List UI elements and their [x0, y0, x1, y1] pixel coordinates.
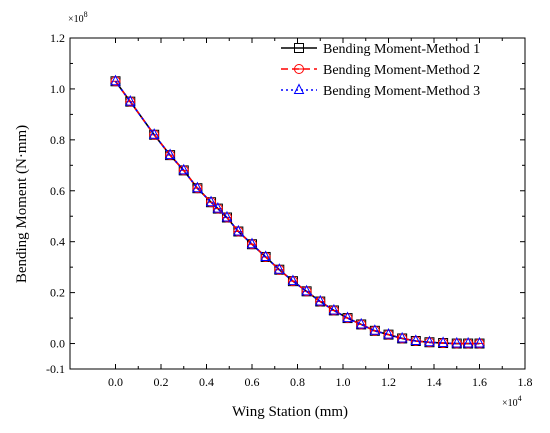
data-point-triangle — [355, 317, 367, 329]
data-point-triangle — [424, 335, 435, 347]
data-point-triangle — [110, 74, 121, 86]
data-point-triangle — [287, 274, 299, 286]
data-point-triangle — [124, 95, 136, 106]
legend-item-1: Bending Moment-Method 1 — [281, 42, 480, 57]
x-tick-label: 1.6 — [472, 375, 487, 389]
y-tick-label: -0.1 — [46, 362, 65, 376]
data-point-triangle — [205, 195, 217, 207]
data-point-triangle — [212, 201, 224, 213]
y-tick-label: 0.0 — [50, 337, 65, 351]
data-point-triangle — [314, 294, 326, 306]
legend-label: Bending Moment-Method 3 — [323, 84, 480, 99]
data-point-triangle — [221, 210, 233, 222]
y-tick-label: 0.8 — [50, 133, 65, 147]
x-multiplier: ×104 — [502, 394, 522, 409]
legend-label: Bending Moment-Method 1 — [323, 42, 480, 57]
data-point-triangle — [233, 224, 244, 236]
series-3 — [110, 74, 485, 348]
data-point-triangle — [273, 263, 285, 274]
data-point-triangle — [178, 163, 190, 175]
x-tick-label: 1.2 — [381, 375, 396, 389]
data-point-triangle — [301, 284, 312, 296]
legend: Bending Moment-Method 1 Bending Moment-Me… — [281, 42, 480, 99]
y-axis-title: Bending Moment (N·mm) — [14, 125, 30, 283]
y-tick-label: 1.2 — [50, 31, 65, 45]
data-point-triangle — [342, 311, 353, 323]
x-tick-label: 1.8 — [518, 375, 533, 389]
series-line — [114, 80, 480, 345]
legend-label: Bending Moment-Method 2 — [323, 63, 480, 78]
data-point-triangle — [246, 237, 258, 249]
series-1 — [110, 76, 485, 349]
x-tick-label: 0.2 — [154, 375, 169, 389]
y-multiplier-exp: 8 — [84, 10, 88, 19]
data-point-triangle — [260, 250, 271, 261]
data-point-triangle — [410, 334, 422, 345]
y-multiplier-base: ×10 — [68, 14, 84, 25]
x-multiplier-exp: 4 — [518, 394, 522, 403]
data-point-square — [294, 43, 304, 53]
series-2 — [110, 76, 485, 349]
series-layer — [110, 74, 485, 349]
series-line — [114, 80, 480, 345]
series-line — [114, 80, 480, 345]
data-point-triangle — [383, 328, 394, 339]
data-point-triangle — [369, 324, 381, 335]
data-point-triangle — [437, 336, 449, 348]
axes-layer: 0.0 0.2 0.4 0.6 0.8 1.0 1.2 1.4 1.6 1.8 -0.1 0.0 0.2… — [46, 31, 533, 389]
data-point-circle — [294, 64, 304, 74]
x-tick-label: 0.4 — [199, 375, 214, 389]
y-tick-label: 0.6 — [50, 184, 65, 198]
y-tick-label: 1.0 — [50, 82, 65, 96]
data-point-triangle — [474, 336, 485, 348]
y-tick-label: 0.2 — [50, 286, 65, 300]
x-axis-title: Wing Station (mm) — [232, 404, 348, 420]
data-point-triangle — [396, 331, 408, 343]
data-point-triangle — [451, 336, 463, 348]
x-tick-label: 1.0 — [336, 375, 351, 389]
legend-item-3: Bending Moment-Method 3 — [281, 83, 480, 99]
y-multiplier: ×108 — [68, 10, 88, 25]
x-tick-label: 0.6 — [245, 375, 260, 389]
x-tick-label: 0.8 — [290, 375, 305, 389]
data-point-triangle — [164, 148, 176, 160]
x-multiplier-base: ×10 — [502, 398, 518, 409]
data-point-triangle — [462, 336, 474, 348]
x-tick-label: 0.0 — [108, 375, 123, 389]
y-tick-label: 0.4 — [50, 235, 65, 249]
data-point-triangle — [328, 303, 340, 315]
legend-item-2: Bending Moment-Method 2 — [281, 63, 480, 78]
data-point-triangle — [293, 83, 305, 94]
x-tick-label: 1.4 — [427, 375, 442, 389]
data-point-triangle — [148, 128, 160, 139]
data-point-triangle — [192, 181, 203, 193]
